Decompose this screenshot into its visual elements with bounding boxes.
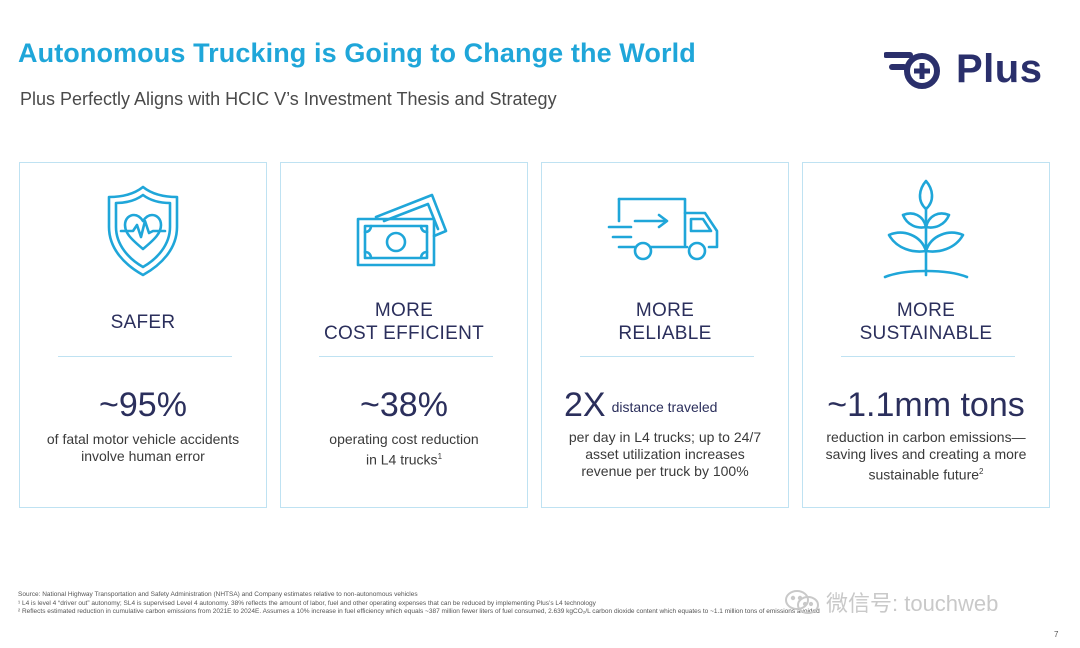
footnotes: Source: National Highway Transportation … xyxy=(18,591,1058,617)
wechat-watermark: 微信号: touchweb xyxy=(784,586,998,618)
stat-suffix: distance traveled xyxy=(611,399,718,416)
heart-shield-icon xyxy=(20,175,266,287)
card-safer: SAFER ~95% of fatal motor vehicle accide… xyxy=(19,162,267,508)
card-sustainable: MORE SUSTAINABLE ~1.1mm tons reduction i… xyxy=(802,162,1050,508)
plant-icon xyxy=(803,175,1049,287)
watermark-text: 微信号: touchweb xyxy=(826,591,999,616)
card-heading: SAFER xyxy=(20,297,266,347)
divider xyxy=(319,356,493,357)
desc-line: asset utilization increases xyxy=(585,446,745,462)
card-description: reduction in carbon emissions— saving li… xyxy=(813,429,1039,484)
footnote-1: ¹ L4 is level 4 “driver out” autonomy; S… xyxy=(18,599,596,607)
footnote-source: Source: National Highway Transportation … xyxy=(18,591,418,598)
heading-line: SUSTAINABLE xyxy=(859,323,993,344)
card-stat: ~1.1mm tons xyxy=(827,386,1025,424)
cash-icon xyxy=(281,175,527,287)
page-number: 7 xyxy=(1054,630,1059,639)
footnote-mark: 1 xyxy=(437,452,443,461)
card-description: per day in L4 trucks; up to 24/7 asset u… xyxy=(552,429,778,480)
wechat-icon xyxy=(785,590,819,614)
card-description: of fatal motor vehicle accidents involve… xyxy=(30,431,256,465)
card-cost-efficient: MORE COST EFFICIENT ~38% operating cost … xyxy=(280,162,528,508)
desc-line: saving lives and creating a more xyxy=(825,446,1027,462)
plus-logo-icon xyxy=(884,52,940,89)
plus-logo: Plus xyxy=(884,44,1042,94)
slide-subtitle: Plus Perfectly Aligns with HCIC V’s Inve… xyxy=(20,89,557,109)
desc-line: of fatal motor vehicle accidents xyxy=(46,431,240,447)
card-description: operating cost reduction in L4 trucks1 xyxy=(291,431,517,469)
desc-line-text: sustainable future xyxy=(868,466,980,483)
slide-title: Autonomous Trucking is Going to Change t… xyxy=(18,38,696,68)
desc-line: reduction in carbon emissions— xyxy=(826,429,1026,445)
heading-line: MORE xyxy=(374,300,434,321)
desc-line: revenue per truck by 100% xyxy=(581,463,749,479)
card-stat: ~38% xyxy=(360,386,448,424)
divider xyxy=(841,356,1015,357)
card-stat: ~95% xyxy=(99,386,187,424)
heading-line: COST EFFICIENT xyxy=(323,323,485,344)
card-heading: MORE COST EFFICIENT xyxy=(281,297,527,347)
heading-line: MORE xyxy=(896,300,956,321)
desc-line: sustainable future2 xyxy=(813,463,1039,484)
heading-line: MORE xyxy=(635,300,695,321)
desc-line: per day in L4 trucks; up to 24/7 xyxy=(568,429,762,445)
heading-line: SAFER xyxy=(110,311,176,333)
card-stat: 2X distance traveled xyxy=(564,385,717,427)
logo-text: Plus xyxy=(956,47,1043,91)
stat-value: 2X xyxy=(564,386,606,424)
card-heading: MORE RELIABLE xyxy=(542,297,788,347)
desc-line: in L4 trucks1 xyxy=(291,448,517,469)
heading-line: RELIABLE xyxy=(618,323,712,344)
desc-line: involve human error xyxy=(81,448,205,464)
footnote-mark: 2 xyxy=(979,467,984,476)
truck-icon xyxy=(542,175,788,287)
desc-line-text: in L4 trucks xyxy=(365,451,438,468)
card-reliable: MORE RELIABLE 2X distance traveled per da… xyxy=(541,162,789,508)
footnote-2: ² Reflects estimated reduction in cumula… xyxy=(18,608,820,615)
desc-line: operating cost reduction xyxy=(329,431,479,447)
divider xyxy=(580,356,754,357)
card-heading: MORE SUSTAINABLE xyxy=(803,297,1049,347)
divider xyxy=(58,356,232,357)
